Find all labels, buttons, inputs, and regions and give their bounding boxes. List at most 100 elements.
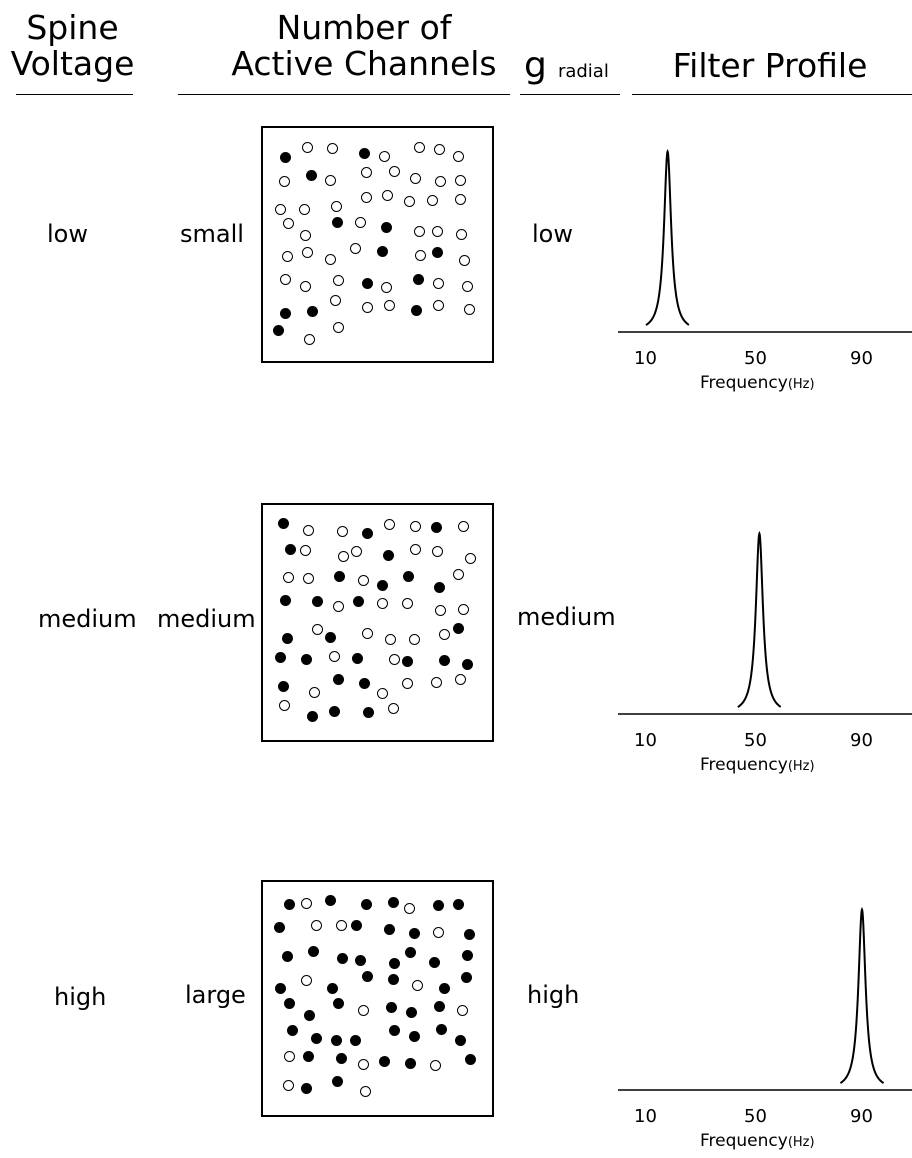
row-1-channel-box — [261, 126, 494, 363]
filled-channel-dot — [310, 1033, 322, 1045]
filled-channel-dot — [388, 957, 400, 969]
open-channel-dot — [350, 546, 362, 558]
open-channel-dot — [330, 201, 342, 213]
filled-channel-dot — [376, 580, 388, 591]
filled-channel-dot — [435, 1023, 447, 1035]
open-channel-dot — [435, 175, 447, 187]
filled-channel-dot — [331, 1076, 343, 1087]
open-channel-dot — [426, 194, 438, 206]
open-channel-dot — [283, 572, 294, 584]
open-channel-dot — [433, 926, 445, 938]
row-2-x-axis-title: Frequency — [700, 755, 788, 775]
open-channel-dot — [336, 525, 348, 537]
row-3-x-axis-unit: (Hz) — [787, 1135, 815, 1150]
filled-channel-dot — [307, 945, 319, 957]
row-1-tick-10: 10 — [634, 348, 657, 369]
row-1-g-radial: low — [532, 220, 573, 248]
open-channel-dot — [329, 295, 341, 307]
row-1-active-channels: small — [180, 220, 244, 248]
row-2-tick-90: 90 — [850, 730, 873, 751]
filled-channel-dot — [337, 952, 349, 964]
open-channel-dot — [278, 700, 290, 712]
open-channel-dot — [332, 601, 344, 612]
open-channel-dot — [430, 1059, 442, 1071]
open-channel-dot — [329, 651, 341, 663]
header-g-subscript: radial — [557, 61, 609, 82]
open-channel-dot — [378, 150, 390, 162]
row-2-x-axis-label: Frequency(Hz) — [700, 755, 815, 777]
open-channel-dot — [462, 280, 474, 292]
filled-channel-dot — [331, 1035, 343, 1046]
row-2-filter-svg — [618, 530, 912, 715]
open-channel-dot — [300, 898, 312, 910]
open-channel-dot — [432, 545, 444, 557]
filled-channel-dot — [279, 151, 291, 163]
open-channel-dot — [387, 702, 399, 714]
filled-channel-dot — [355, 954, 367, 966]
open-channel-dot — [283, 1080, 295, 1092]
header-rule-filter-profile — [632, 94, 912, 95]
filled-channel-dot — [332, 998, 344, 1010]
filled-channel-dot — [405, 1006, 417, 1018]
row-3-spine-voltage: high — [54, 983, 107, 1011]
filled-channel-dot — [432, 247, 444, 259]
filled-channel-dot — [286, 1025, 298, 1036]
row-2-channel-box — [261, 503, 494, 742]
open-channel-dot — [324, 254, 336, 266]
header-rule-active-channels — [178, 94, 510, 95]
open-channel-dot — [454, 175, 466, 187]
filled-channel-dot — [305, 170, 317, 181]
header-rule-spine-voltage — [16, 94, 133, 95]
filled-channel-dot — [274, 652, 286, 664]
filled-channel-dot — [359, 677, 370, 689]
filled-channel-dot — [388, 897, 400, 908]
row-3-x-axis-label: Frequency(Hz) — [700, 1131, 815, 1153]
filled-channel-dot — [361, 898, 373, 910]
row-1-tick-50: 50 — [744, 348, 767, 369]
filled-channel-dot — [284, 998, 296, 1010]
open-channel-dot — [414, 142, 426, 154]
row-1-x-axis-unit: (Hz) — [787, 377, 815, 392]
filled-channel-dot — [464, 1053, 476, 1065]
filled-channel-dot — [329, 705, 341, 717]
filled-channel-dot — [306, 711, 318, 723]
filled-channel-dot — [463, 929, 475, 941]
open-channel-dot — [283, 217, 295, 229]
open-channel-dot — [434, 143, 445, 155]
filled-channel-dot — [388, 1024, 400, 1036]
filled-channel-dot — [274, 922, 285, 933]
filled-channel-dot — [351, 653, 363, 665]
filled-channel-dot — [438, 983, 450, 995]
open-channel-dot — [354, 217, 366, 229]
filled-channel-dot — [362, 970, 374, 982]
open-channel-dot — [459, 254, 471, 266]
open-channel-dot — [452, 151, 464, 163]
open-channel-dot — [414, 250, 426, 262]
row-2-tick-10: 10 — [634, 730, 657, 751]
filled-channel-dot — [325, 895, 337, 907]
open-channel-dot — [384, 518, 396, 530]
filter-peak-curve — [645, 148, 690, 326]
row-1-tick-90: 90 — [850, 348, 873, 369]
open-channel-dot — [388, 165, 400, 177]
row-3-x-axis-title: Frequency — [700, 1131, 788, 1151]
header-spine-voltage-line2: Voltage — [10, 44, 135, 83]
open-channel-dot — [403, 902, 415, 914]
filled-channel-dot — [452, 623, 464, 635]
row-2-tick-50: 50 — [744, 730, 767, 751]
open-channel-dot — [414, 226, 426, 238]
filled-channel-dot — [277, 681, 289, 693]
open-channel-dot — [432, 300, 444, 312]
filled-channel-dot — [285, 543, 297, 555]
filter-peak-curve — [737, 530, 782, 708]
filled-channel-dot — [455, 1035, 466, 1047]
open-channel-dot — [435, 604, 446, 616]
open-channel-dot — [456, 228, 468, 240]
row-3-g-radial: high — [527, 981, 580, 1009]
filled-channel-dot — [387, 974, 399, 986]
filled-channel-dot — [362, 707, 374, 719]
filled-channel-dot — [383, 923, 395, 935]
open-channel-dot — [432, 277, 444, 289]
row-1-filter-svg — [618, 148, 912, 333]
open-channel-dot — [282, 250, 294, 262]
